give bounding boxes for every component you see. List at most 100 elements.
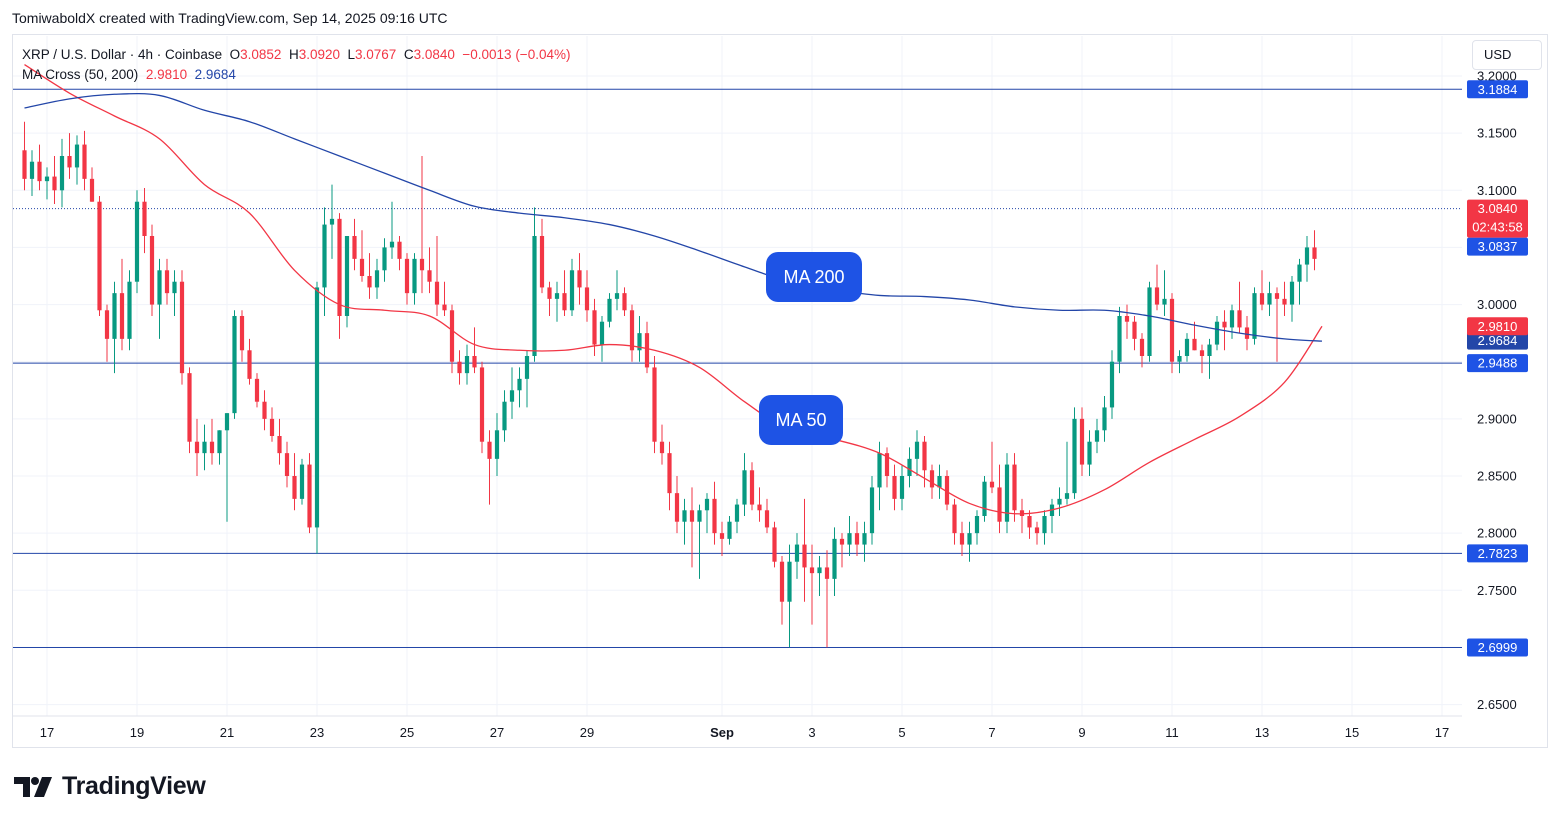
candle [329, 184, 335, 259]
candle [1274, 287, 1280, 362]
candle-body [712, 498, 717, 534]
candle-body [1124, 316, 1130, 322]
candle [1072, 407, 1077, 499]
candle-body [1289, 281, 1295, 305]
candle-body [727, 521, 732, 539]
ma50-callout: MA 50 [759, 395, 843, 445]
candle [899, 464, 905, 511]
candle [749, 462, 755, 511]
candle [502, 390, 507, 442]
candle [314, 281, 320, 554]
candle-body [509, 390, 515, 402]
moving-averages [24, 64, 1323, 515]
candle-body [937, 476, 942, 488]
candle [1177, 350, 1182, 374]
candle-body [179, 281, 185, 374]
candle-body [22, 150, 27, 179]
candle-body [1027, 516, 1032, 528]
candle-body [1019, 510, 1025, 516]
time-tick-label: 25 [400, 725, 414, 740]
candle-body [997, 487, 1002, 522]
candle-body [52, 176, 57, 191]
candle [1304, 236, 1310, 282]
candle [1192, 321, 1197, 351]
candle-body [119, 293, 125, 339]
candle-body [1004, 464, 1010, 522]
candle [127, 270, 132, 351]
candle-body [1169, 298, 1175, 362]
candle-body [532, 236, 537, 356]
level-price-badge: 3.1884 [1467, 80, 1528, 99]
candle-body [974, 516, 980, 534]
candle-body [1192, 338, 1197, 351]
candle [667, 441, 672, 511]
candle-body [172, 281, 177, 294]
candle [119, 258, 125, 351]
candle [427, 247, 432, 294]
time-tick-label: 29 [580, 725, 594, 740]
candle [637, 316, 642, 362]
candle-body [277, 436, 282, 454]
candle-body [899, 476, 905, 499]
candle [97, 196, 102, 316]
candle-body [982, 481, 987, 516]
candle-body [809, 567, 815, 574]
last-price-badge: 3.0840 02:43:58 [1467, 199, 1528, 238]
ma50-line [24, 64, 1323, 515]
candle-body [547, 287, 552, 299]
candle [157, 258, 162, 339]
candle-body [67, 156, 72, 168]
candle-body [134, 201, 140, 282]
candle [704, 493, 710, 534]
candle [644, 321, 650, 374]
candle-body [847, 533, 852, 545]
candle [727, 516, 732, 545]
candle [299, 458, 305, 505]
candle-body [1139, 338, 1145, 356]
candle [1102, 396, 1107, 442]
candle [1042, 510, 1047, 545]
candle [22, 121, 27, 191]
candle-body [1237, 310, 1242, 328]
price-badge-bg [1467, 317, 1528, 336]
candle [989, 441, 995, 494]
candle-body [802, 544, 807, 568]
candle [974, 510, 980, 545]
candle [412, 253, 417, 305]
candle [292, 453, 297, 511]
candle [1162, 270, 1167, 316]
candle [562, 270, 567, 316]
candle-body [637, 333, 642, 351]
candle-body [29, 161, 35, 179]
candle [1244, 316, 1250, 351]
price-badge-text: 3.0837 [1478, 239, 1518, 254]
price-tick-label: 2.8500 [1477, 469, 1517, 484]
time-tick-label: 21 [220, 725, 234, 740]
candle [1259, 270, 1265, 311]
candle [254, 373, 260, 408]
candle-body [787, 561, 792, 602]
candle [1057, 487, 1062, 516]
candle-body [757, 504, 762, 511]
candle-series [22, 121, 1317, 648]
candle [772, 521, 777, 568]
candle-body [682, 510, 687, 522]
candle-body [959, 533, 965, 545]
candle [29, 150, 35, 196]
candle-body [82, 144, 87, 179]
currency-selector[interactable]: USD [1472, 40, 1542, 70]
candle [742, 453, 747, 516]
candle [1207, 338, 1212, 379]
candle [809, 544, 815, 625]
candle [884, 447, 890, 488]
candle [1312, 230, 1317, 271]
countdown-text: 02:43:58 [1472, 220, 1523, 235]
candle-body [404, 258, 410, 294]
legend-row-ma: MA Cross (50, 200) 2.9810 2.9684 [22, 65, 570, 85]
price-badge-text: 2.6999 [1478, 640, 1518, 655]
candle-body [1154, 287, 1160, 305]
candle-body [967, 533, 972, 545]
candle [982, 476, 987, 522]
candle-body [1057, 498, 1062, 505]
